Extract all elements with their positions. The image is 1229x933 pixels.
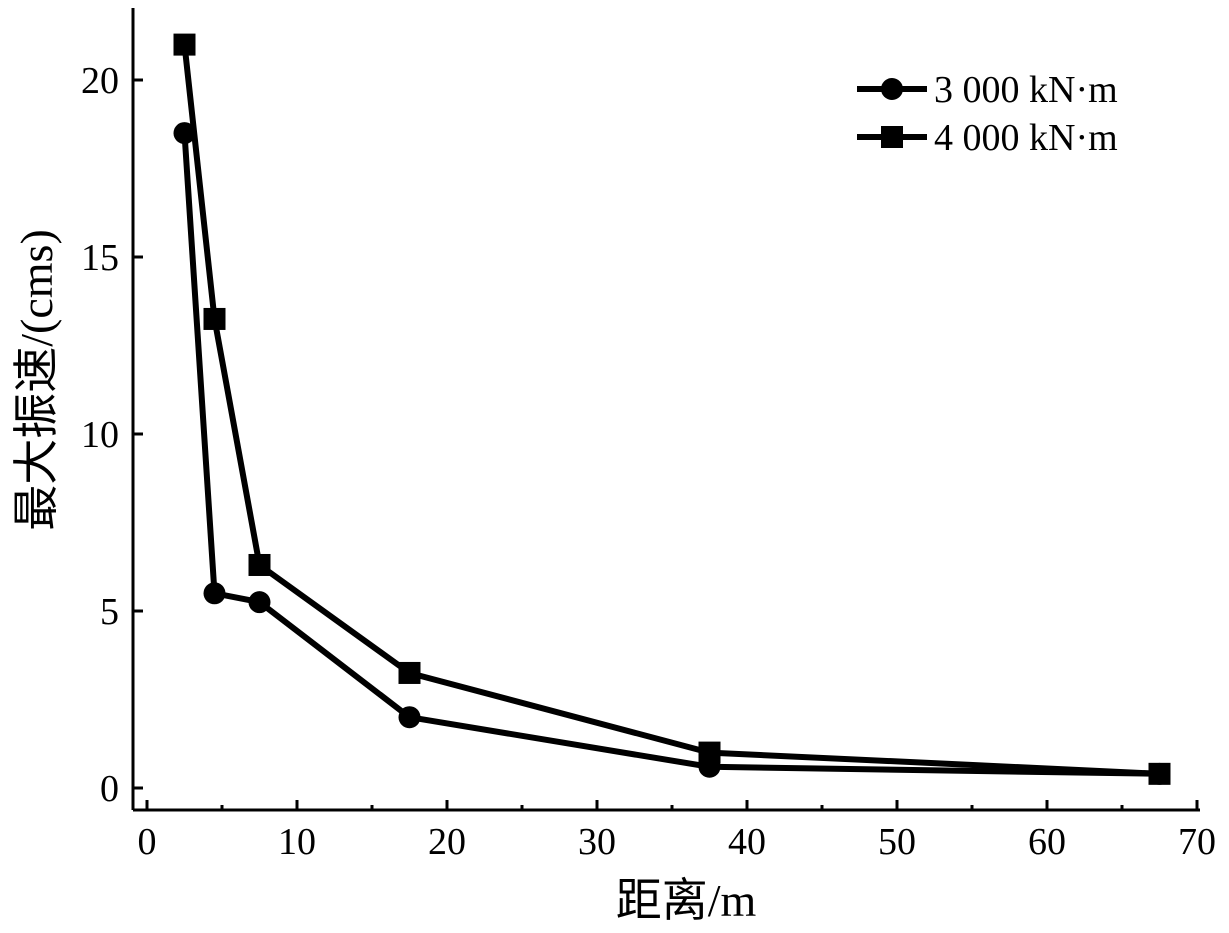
y-tick-label: 10 — [81, 414, 119, 456]
series-line-2 — [181, 44, 1160, 777]
series-group — [173, 33, 1171, 785]
series-line-1 — [181, 132, 1160, 777]
x-tick-label: 10 — [278, 821, 316, 863]
y-axis-title: 最大振速/(cms) — [11, 229, 62, 531]
data-point-square — [248, 553, 271, 576]
legend-label: 4 000 kN·m — [934, 117, 1118, 159]
x-tick-label: 20 — [428, 821, 466, 863]
x-tick-label: 50 — [878, 821, 916, 863]
data-point-square — [698, 741, 721, 764]
y-tick-label: 20 — [81, 60, 119, 102]
legend-marker-square — [881, 126, 903, 148]
legend: 3 000 kN·m 4 000 kN·m — [857, 69, 1118, 159]
y-tick-label: 0 — [100, 768, 119, 810]
data-point-circle — [173, 122, 196, 145]
x-tick-label: 40 — [728, 821, 766, 863]
data-point-square — [173, 33, 196, 56]
data-point-square — [398, 661, 421, 684]
x-axis-ticks: 0 10 20 30 40 50 60 70 — [138, 800, 1216, 863]
data-point-circle — [203, 582, 226, 605]
y-tick-label: 15 — [81, 237, 119, 279]
x-tick-label: 0 — [138, 821, 157, 863]
x-axis-title: 距离/m — [616, 875, 757, 926]
data-point-circle — [248, 591, 271, 614]
x-tick-label: 70 — [1178, 821, 1216, 863]
legend-label: 3 000 kN·m — [934, 69, 1118, 111]
x-tick-label: 60 — [1028, 821, 1066, 863]
data-point-circle — [398, 706, 421, 729]
y-tick-label: 5 — [100, 591, 119, 633]
y-axis-ticks: 0 5 10 15 20 — [81, 60, 143, 810]
axes — [131, 8, 1200, 812]
x-tick-label: 30 — [578, 821, 616, 863]
data-point-square — [203, 307, 226, 330]
legend-marker-circle — [881, 78, 903, 100]
data-point-square — [1148, 762, 1171, 785]
